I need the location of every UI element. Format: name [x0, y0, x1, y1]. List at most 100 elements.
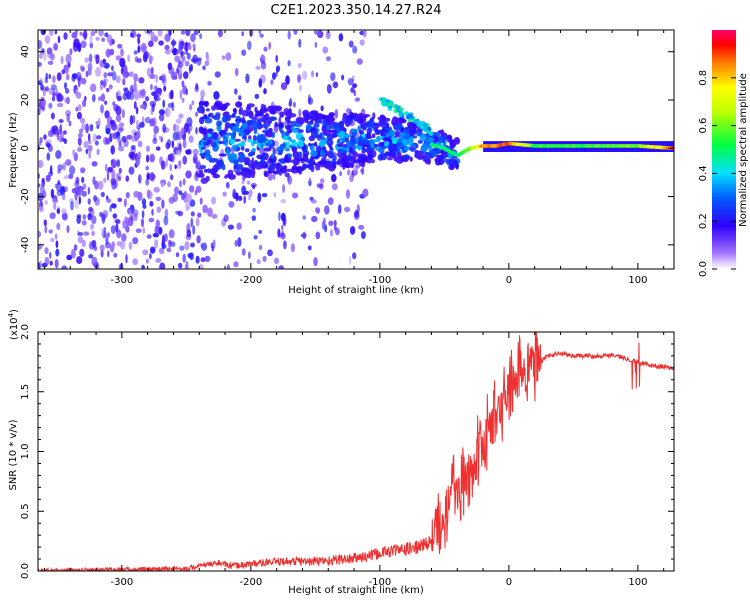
heatmap-blob [201, 146, 206, 150]
heatmap-blob [246, 126, 254, 132]
heatmap-blob [114, 218, 120, 224]
heatmap-blob [95, 66, 102, 77]
heatmap-blob [350, 87, 355, 93]
heatmap-blob [416, 120, 422, 125]
heatmap-blob [178, 190, 183, 196]
heatmap-blob [353, 128, 358, 136]
heatmap-blob [61, 208, 67, 215]
heatmap-blob [111, 180, 117, 190]
heatmap-blob [103, 232, 110, 238]
heatmap-blob [83, 231, 90, 236]
heatmap-blob [131, 137, 135, 143]
heatmap-blob [117, 43, 123, 49]
heatmap-blob [84, 95, 87, 102]
heatmap-blob [165, 49, 171, 55]
heatmap-blob [120, 48, 124, 57]
heatmap-blob [195, 83, 199, 90]
heatmap-blob [88, 139, 92, 145]
heatmap-blob [214, 71, 221, 78]
heatmap-blob [132, 114, 136, 124]
heatmap-blob [111, 65, 114, 72]
heatmap-blob [144, 116, 151, 124]
heatmap-blob [248, 189, 253, 197]
heatmap-blob [290, 243, 295, 253]
heatmap-blob [63, 175, 69, 180]
heatmap-blob [227, 153, 233, 161]
heatmap-blob [327, 197, 334, 206]
heatmap-blob [291, 192, 299, 199]
heatmap-blob [338, 120, 345, 125]
heatmap-blob [190, 242, 195, 248]
heatmap-blob [386, 102, 392, 107]
heatmap-blob [136, 33, 141, 38]
heatmap-blob [56, 222, 61, 230]
heatmap-blob [115, 105, 122, 116]
heatmap-blob [178, 180, 183, 188]
heatmap-blob [99, 83, 104, 91]
heatmap-blob [137, 45, 141, 54]
heatmap-blob [195, 217, 200, 227]
heatmap-blob [175, 149, 182, 156]
heatmap-blob [44, 35, 51, 44]
heatmap-blob [169, 30, 172, 36]
heatmap-blob [147, 30, 151, 35]
heatmap-blob [268, 116, 276, 122]
spectrogram-frame [37, 29, 675, 270]
heatmap-blob [44, 86, 49, 92]
heatmap-blob [137, 140, 143, 148]
heatmap-blob [118, 127, 124, 132]
heatmap-blob [104, 100, 108, 105]
heatmap-blob [240, 140, 246, 147]
heatmap-blob [155, 88, 162, 97]
heatmap-blob [392, 116, 398, 122]
heatmap-blob [148, 55, 154, 62]
snr-y-tick-labels: 0.0 0.5 1.0 1.5 2.0 [20, 324, 31, 579]
heatmap-blob [207, 128, 213, 135]
heatmap-blob [237, 195, 243, 201]
heatmap-blob [75, 106, 79, 112]
heatmap-blob [125, 217, 130, 226]
heatmap-blob [94, 140, 99, 146]
heatmap-blob [197, 159, 201, 169]
heatmap-blob [368, 119, 375, 126]
heatmap-blob [202, 65, 206, 71]
heatmap-blob [228, 201, 235, 208]
heatmap-blob [179, 245, 185, 251]
colorbar-tick-label: 0.6 [698, 118, 709, 134]
heatmap-blob [405, 115, 411, 120]
heatmap-blob [185, 41, 189, 51]
heatmap-blob [54, 183, 58, 188]
heatmap-blob [360, 231, 366, 240]
heatmap-blob [262, 163, 266, 167]
heatmap-blob [51, 96, 56, 102]
heatmap-blob [145, 178, 150, 186]
heatmap-blob [189, 104, 193, 111]
heatmap-blob [344, 206, 351, 213]
heatmap-blob [141, 116, 145, 124]
heatmap-blob [316, 183, 323, 188]
heatmap-blob [111, 241, 115, 249]
heatmap-blob [48, 102, 53, 109]
heatmap-blob [38, 245, 42, 251]
heatmap-blob [65, 96, 70, 105]
heatmap-blob [147, 190, 153, 200]
heatmap-blob [277, 150, 283, 156]
heatmap-blob [295, 166, 300, 173]
heatmap-blob [90, 223, 94, 230]
heatmap-blob [267, 172, 274, 181]
heatmap-blob [40, 30, 46, 36]
heatmap-blob [230, 132, 236, 140]
heatmap-blob [95, 54, 100, 65]
heatmap-blob [52, 75, 56, 84]
heatmap-blob [298, 139, 304, 148]
heatmap-blob [207, 207, 213, 217]
heatmap-blob [204, 117, 213, 124]
heatmap-blob [109, 48, 115, 56]
heatmap-blob [225, 181, 230, 189]
heatmap-blob [236, 163, 244, 171]
heatmap-blob [181, 127, 185, 136]
heatmap-blob [263, 147, 272, 152]
heatmap-blob [75, 88, 78, 97]
heatmap-blob [57, 35, 61, 44]
heatmap-blob [158, 247, 165, 255]
